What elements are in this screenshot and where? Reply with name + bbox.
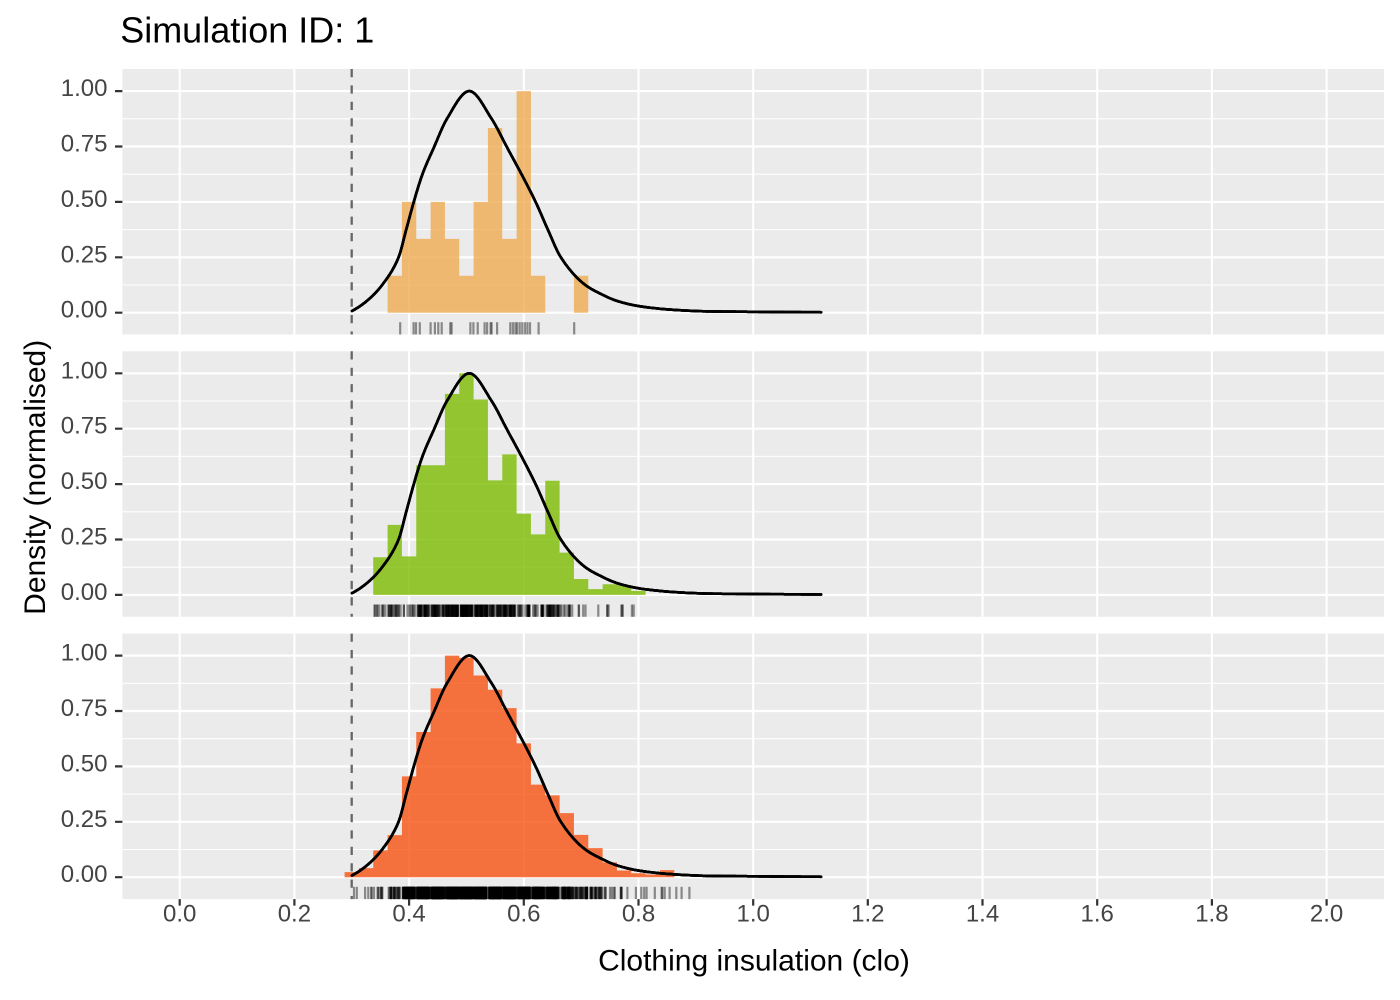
svg-text:0.25: 0.25: [61, 806, 108, 833]
svg-text:Density (normalised): Density (normalised): [19, 340, 52, 615]
svg-text:1.00: 1.00: [61, 75, 108, 102]
svg-text:Clothing insulation (clo): Clothing insulation (clo): [598, 945, 910, 978]
svg-text:1.00: 1.00: [61, 357, 108, 384]
svg-text:0.00: 0.00: [61, 297, 108, 324]
svg-text:0.6: 0.6: [507, 900, 540, 927]
svg-text:0.25: 0.25: [61, 524, 108, 551]
svg-text:0.50: 0.50: [61, 750, 108, 777]
svg-text:0.00: 0.00: [61, 579, 108, 606]
svg-text:0.50: 0.50: [61, 186, 108, 213]
svg-text:1.4: 1.4: [966, 900, 999, 927]
svg-text:Simulation ID: 1: Simulation ID: 1: [120, 10, 374, 51]
svg-text:0.0: 0.0: [163, 900, 196, 927]
svg-text:0.00: 0.00: [61, 861, 108, 888]
svg-text:0.75: 0.75: [61, 413, 108, 440]
svg-text:1.00: 1.00: [61, 640, 108, 667]
svg-text:0.75: 0.75: [61, 131, 108, 158]
svg-text:1.8: 1.8: [1195, 900, 1228, 927]
svg-text:0.25: 0.25: [61, 241, 108, 268]
svg-text:1.6: 1.6: [1081, 900, 1114, 927]
svg-text:0.2: 0.2: [278, 900, 311, 927]
svg-text:0.50: 0.50: [61, 468, 108, 495]
svg-text:0.4: 0.4: [392, 900, 425, 927]
svg-text:1.0: 1.0: [737, 900, 770, 927]
svg-text:1.2: 1.2: [851, 900, 884, 927]
svg-text:2.0: 2.0: [1310, 900, 1343, 927]
svg-text:0.75: 0.75: [61, 695, 108, 722]
svg-text:0.8: 0.8: [622, 900, 655, 927]
